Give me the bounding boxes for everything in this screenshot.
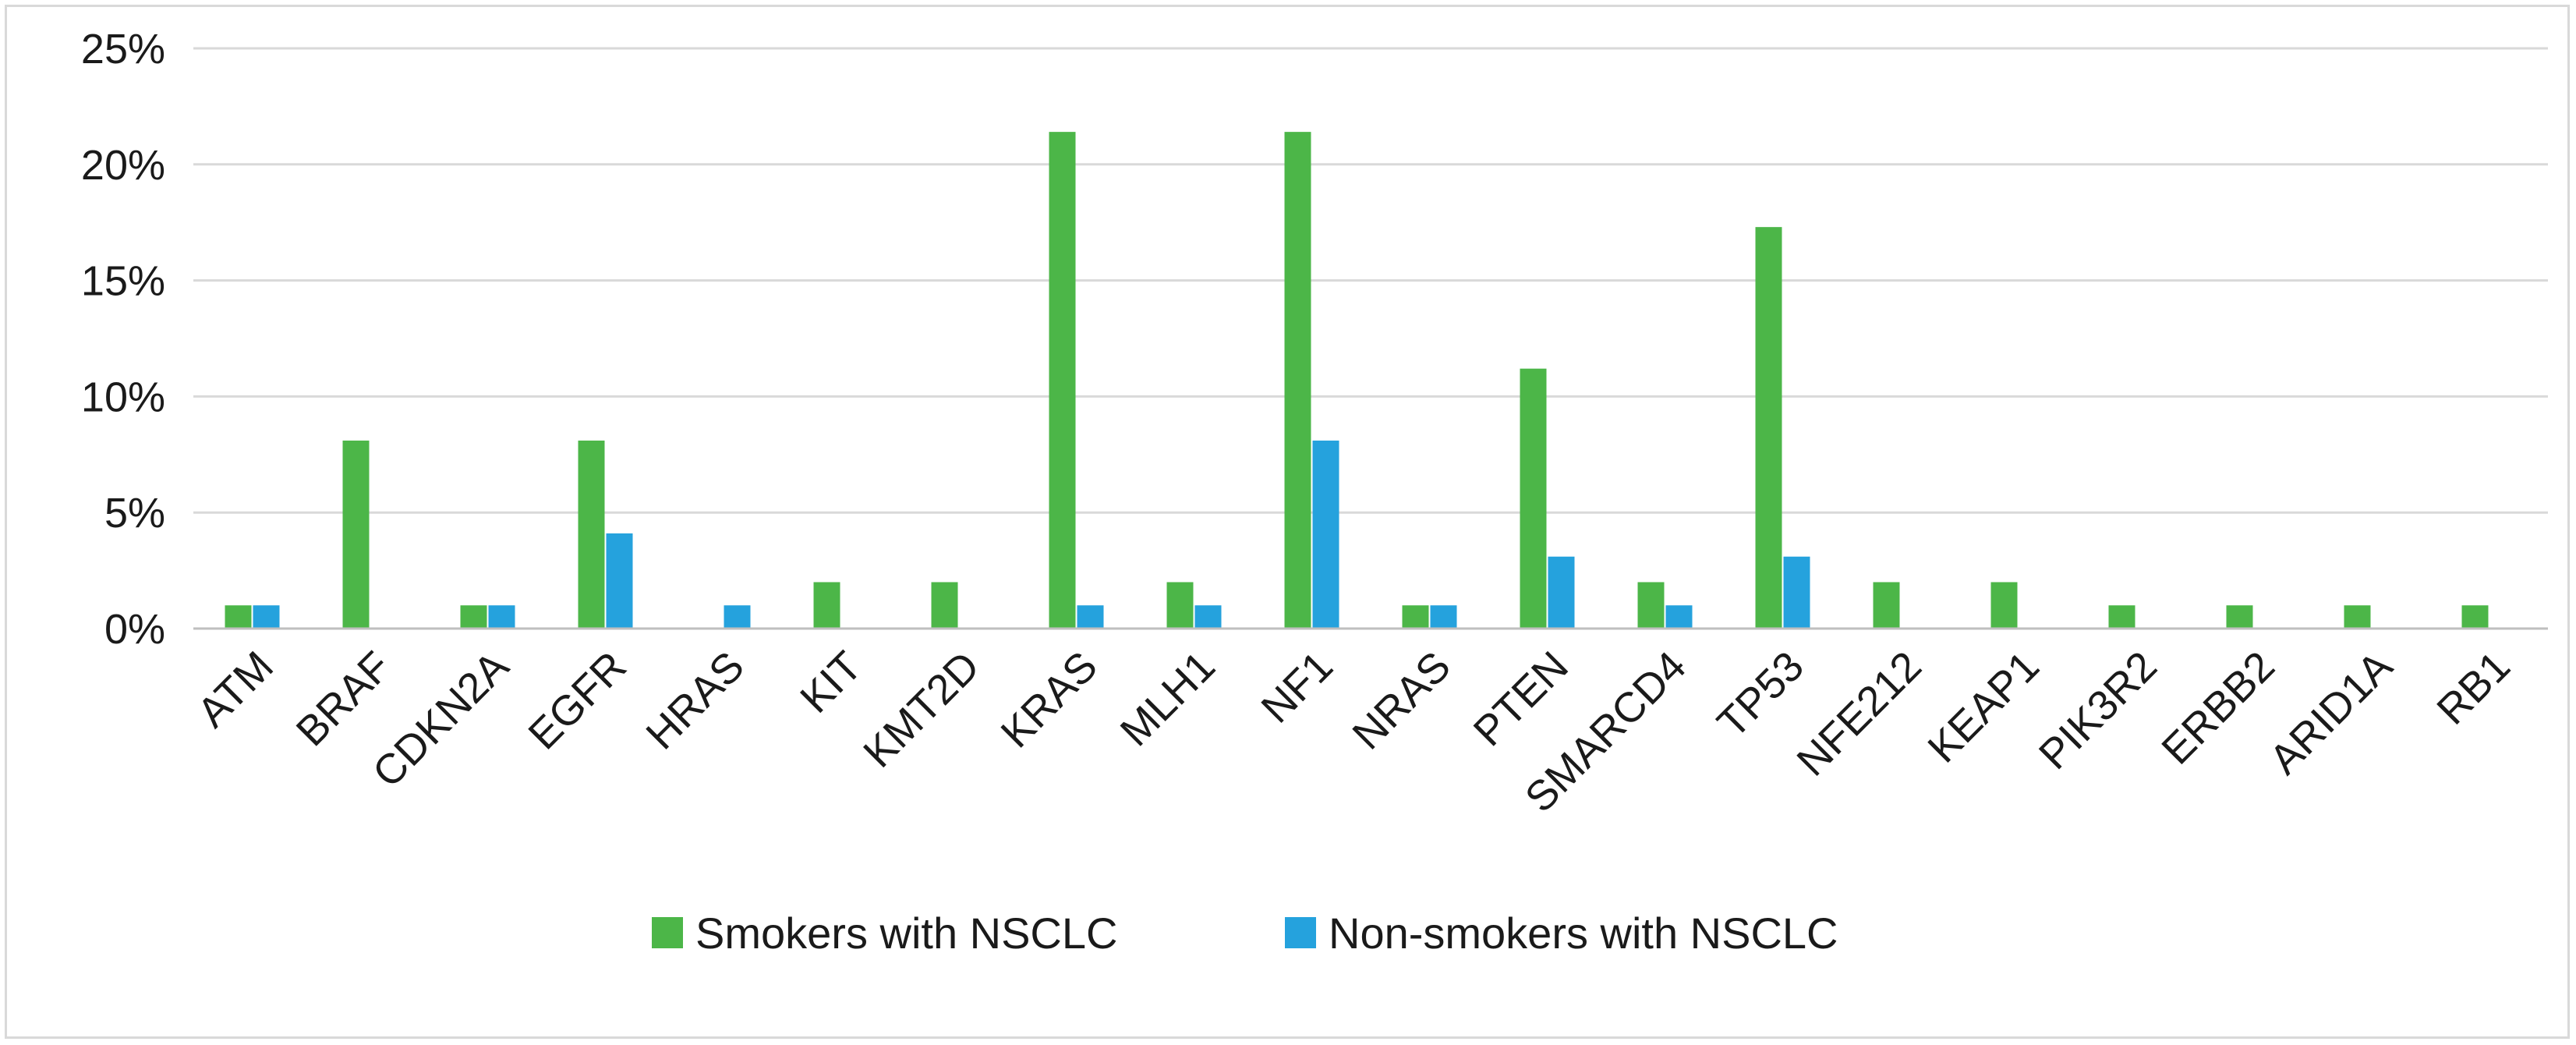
bar-smokers-kit xyxy=(813,582,840,629)
y-tick-label: 25% xyxy=(81,26,165,73)
x-category-label: KRAS xyxy=(993,643,1106,756)
bar-smokers-pten xyxy=(1520,368,1547,629)
bar-non-smokers-egfr xyxy=(606,533,633,629)
y-axis-tick-labels: 0% 5% 10% 15% 20% 25% xyxy=(81,26,165,653)
bar-smokers-cdkn2a xyxy=(460,605,487,629)
legend-label-non-smokers: Non-smokers with NSCLC xyxy=(1329,909,1838,958)
bars xyxy=(225,132,2489,629)
bar-non-smokers-tp53 xyxy=(1783,556,1810,629)
x-category-label: HRAS xyxy=(637,643,753,759)
gridlines xyxy=(193,47,2548,514)
x-category-label: TP53 xyxy=(1708,643,1813,747)
x-category-label: KEAP1 xyxy=(1919,643,2048,772)
bar-non-smokers-hras xyxy=(724,605,751,629)
y-tick-label: 15% xyxy=(81,258,165,305)
bar-smokers-mlh1 xyxy=(1166,582,1194,629)
bar-smokers-keap1 xyxy=(1990,582,2018,629)
x-category-label: NF1 xyxy=(1252,643,1342,732)
bar-smokers-smarcd4 xyxy=(1637,582,1665,629)
x-category-label: ARID1A xyxy=(2261,643,2401,783)
bar-smokers-arid1a xyxy=(2344,605,2371,629)
bar-smokers-braf xyxy=(342,440,370,629)
y-tick-label: 5% xyxy=(104,490,165,537)
bar-smokers-pik3r2 xyxy=(2108,605,2135,629)
bar-non-smokers-cdkn2a xyxy=(488,605,515,629)
legend-swatch-smokers xyxy=(652,917,683,948)
bar-non-smokers-nras xyxy=(1430,605,1457,629)
bar-non-smokers-atm xyxy=(253,605,280,629)
bar-non-smokers-nf1 xyxy=(1312,440,1339,629)
bar-non-smokers-mlh1 xyxy=(1194,605,1222,629)
bar-smokers-rb1 xyxy=(2461,605,2489,629)
x-category-label: NRAS xyxy=(1343,643,1460,759)
bar-smokers-kras xyxy=(1049,132,1076,629)
x-category-label: NFE212 xyxy=(1788,643,1930,785)
y-tick-label: 10% xyxy=(81,374,165,420)
x-category-label: KMT2D xyxy=(855,643,989,777)
bar-smokers-erbb2 xyxy=(2226,605,2253,629)
y-tick-label: 20% xyxy=(81,142,165,189)
x-category-label: PTEN xyxy=(1465,643,1577,755)
legend-swatch-non-smokers xyxy=(1285,917,1316,948)
bar-non-smokers-smarcd4 xyxy=(1665,605,1693,629)
y-tick-label: 0% xyxy=(104,606,165,653)
bar-smokers-atm xyxy=(225,605,252,629)
bar-smokers-nras xyxy=(1402,605,1429,629)
x-category-label: MLH1 xyxy=(1112,643,1224,755)
legend: Smokers with NSCLC Non-smokers with NSCLC xyxy=(652,909,1838,958)
bar-smokers-nfe212 xyxy=(1873,582,1900,629)
x-category-label: ATM xyxy=(189,643,282,736)
bar-smokers-tp53 xyxy=(1755,227,1782,629)
bar-non-smokers-kras xyxy=(1077,605,1104,629)
legend-label-smokers: Smokers with NSCLC xyxy=(695,909,1117,958)
bar-smokers-nf1 xyxy=(1284,132,1311,629)
x-category-label: EGFR xyxy=(519,643,635,759)
x-category-label: RB1 xyxy=(2428,643,2519,734)
bar-smokers-kmt2d xyxy=(931,582,958,629)
x-category-label: BRAF xyxy=(288,643,400,755)
bar-non-smokers-pten xyxy=(1548,556,1575,629)
x-category-label: KIT xyxy=(791,643,871,722)
bar-smokers-egfr xyxy=(578,440,605,629)
x-category-label: PIK3R2 xyxy=(2030,643,2166,778)
